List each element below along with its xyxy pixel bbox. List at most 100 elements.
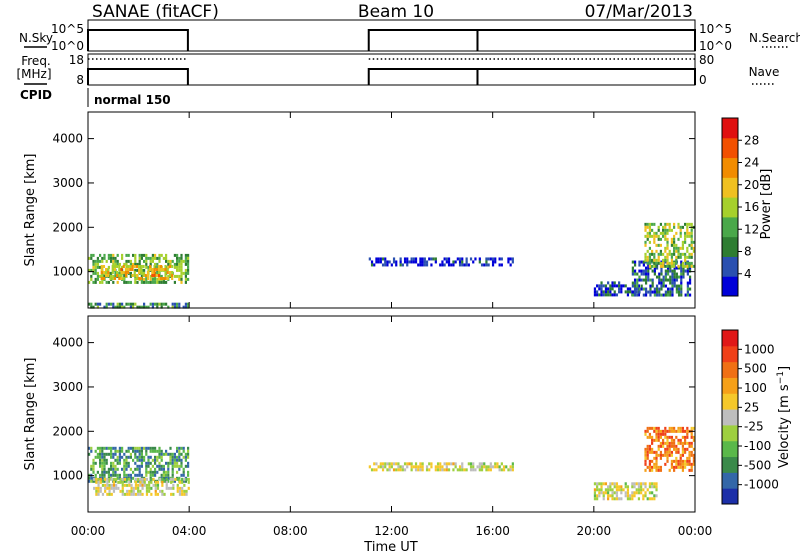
data-cell (110, 483, 113, 487)
data-cell (145, 489, 149, 493)
data-cell (690, 240, 693, 244)
data-cell (178, 268, 181, 272)
data-cell (651, 438, 654, 442)
data-cell (167, 305, 170, 309)
data-cell (156, 480, 160, 484)
data-cell (113, 267, 117, 271)
data-cell (602, 284, 605, 288)
data-cell (669, 290, 672, 294)
data-cell (620, 491, 623, 495)
data-cell (686, 456, 689, 460)
data-cell (157, 276, 161, 280)
data-cell (182, 470, 185, 474)
data-cell (140, 446, 143, 450)
data-cell (670, 252, 674, 256)
data-cell (114, 256, 117, 260)
data-cell (675, 278, 678, 282)
data-cell (176, 477, 179, 481)
data-cell (140, 458, 143, 462)
data-cell (96, 262, 99, 266)
data-cell (681, 468, 685, 472)
data-cell (478, 257, 481, 261)
data-cell (673, 284, 676, 288)
data-cell (679, 429, 682, 433)
y-tick-label: 3000 (52, 176, 83, 190)
data-cell (99, 253, 102, 257)
data-cell (118, 446, 121, 450)
data-cell (666, 435, 669, 439)
data-cell (615, 491, 619, 495)
data-cell (92, 259, 95, 263)
data-cell (108, 489, 111, 493)
data-cell (100, 264, 103, 268)
data-cell (114, 262, 117, 266)
nsearch-label: N.Search (749, 31, 800, 45)
data-cell (178, 259, 181, 263)
data-cell (92, 253, 95, 257)
data-cell (138, 458, 141, 462)
data-cell (417, 465, 420, 469)
data-cell (684, 237, 687, 241)
data-cell (138, 473, 141, 477)
data-cell (143, 302, 146, 306)
data-cell (655, 468, 658, 472)
data-cell (118, 458, 121, 462)
data-cell (160, 305, 163, 309)
data-cell (127, 264, 130, 268)
data-cell (99, 480, 102, 484)
data-cell (684, 231, 687, 235)
data-cell (140, 256, 143, 260)
data-cell (108, 486, 111, 490)
data-cell (670, 264, 674, 268)
data-cell (112, 446, 115, 450)
data-cell (104, 489, 107, 493)
data-cell (657, 447, 660, 451)
data-cell (132, 458, 135, 462)
data-cell (158, 256, 161, 260)
data-cell (478, 260, 481, 264)
data-cell (151, 473, 154, 477)
data-cell (644, 228, 647, 232)
data-cell (646, 249, 649, 253)
data-cell (491, 263, 495, 267)
data-cell (118, 302, 121, 306)
data-cell (638, 287, 641, 291)
data-cell (173, 262, 176, 266)
data-cell (688, 468, 691, 472)
data-cell (140, 253, 143, 257)
data-cell (593, 491, 597, 495)
data-cell (659, 429, 663, 433)
data-cell (171, 302, 174, 306)
data-cell (143, 277, 146, 281)
data-cell (149, 467, 152, 471)
data-cell (633, 287, 637, 291)
data-cell (114, 274, 117, 278)
data-cell (147, 470, 150, 474)
data-cell (103, 446, 106, 450)
data-cell (128, 483, 131, 487)
data-cell (167, 262, 170, 266)
data-cell (675, 447, 678, 451)
data-cell (655, 482, 658, 486)
data-cell (684, 462, 687, 466)
data-cell (494, 462, 497, 466)
data-cell (166, 267, 169, 271)
data-cell (686, 261, 689, 265)
data-cell (666, 272, 670, 276)
data-cell (600, 482, 603, 486)
colorbar-swatch (722, 456, 738, 473)
data-cell (664, 237, 667, 241)
data-cell (100, 273, 103, 277)
data-cell (182, 479, 185, 483)
data-cell (185, 492, 188, 496)
data-cell (96, 446, 99, 450)
data-cell (135, 264, 139, 268)
data-cell (399, 468, 402, 472)
data-cell (154, 256, 157, 260)
data-cell (96, 455, 99, 459)
data-cell (642, 482, 645, 486)
data-cell (613, 281, 616, 285)
data-cell (160, 302, 163, 306)
data-cell (184, 464, 187, 468)
data-cell (454, 465, 457, 469)
